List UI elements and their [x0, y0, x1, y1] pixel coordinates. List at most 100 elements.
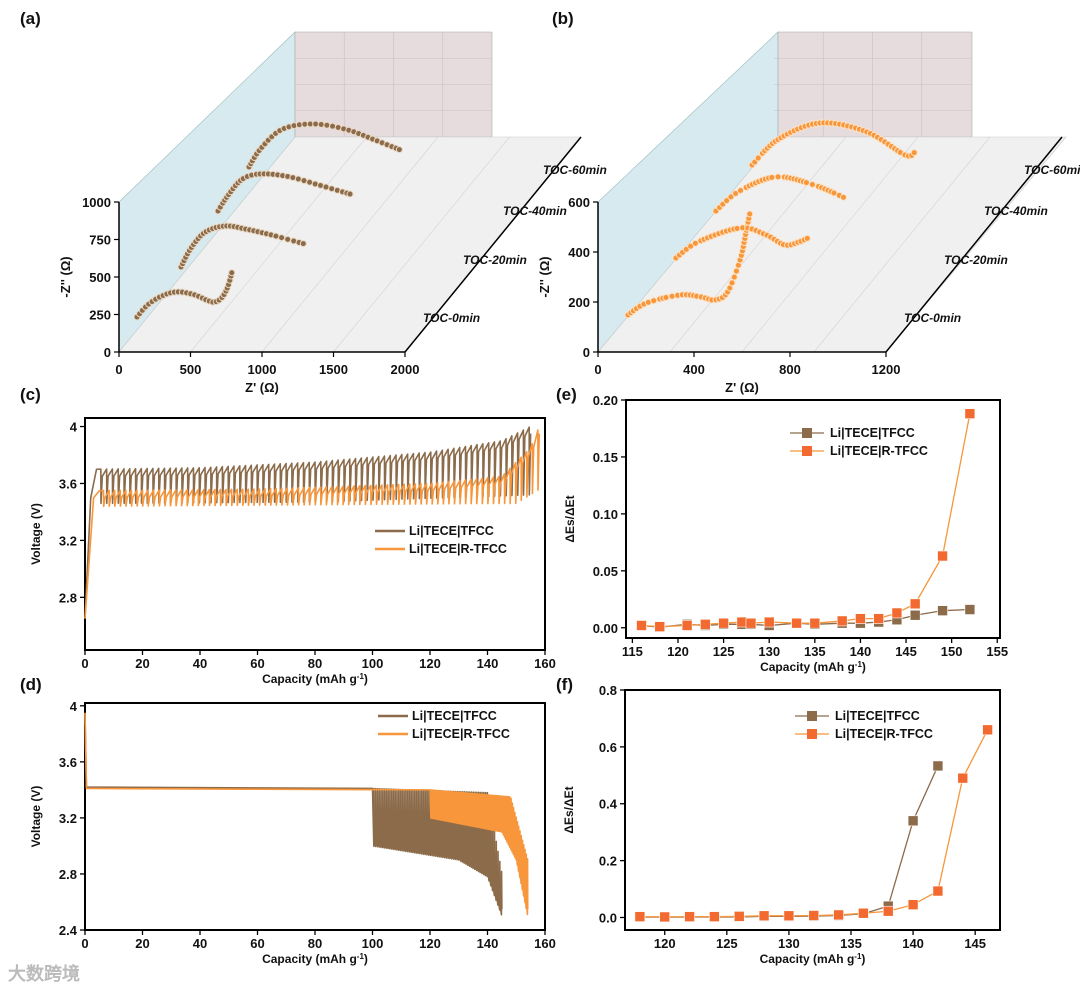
data-point — [395, 146, 403, 154]
x-tick-label: 145 — [964, 936, 986, 951]
data-point — [272, 232, 280, 240]
x-tick-label: 145 — [895, 644, 917, 659]
panel-label: (d) — [20, 675, 42, 694]
x-tick-label: 60 — [250, 936, 264, 951]
data-point — [730, 273, 738, 281]
data-point — [317, 120, 325, 128]
legend-label: Li|TECE|TFCC — [409, 524, 494, 538]
x-tick-label: 120 — [419, 936, 441, 951]
x-axis-title-superscript: -1 — [854, 952, 862, 961]
x-tick-label: 120 — [419, 656, 441, 671]
floor-gridline — [333, 136, 510, 353]
y-tick-label: 3.2 — [59, 533, 77, 548]
data-point — [737, 187, 745, 195]
y-tick-label: 0 — [104, 345, 111, 360]
data-point — [662, 294, 670, 302]
series-label: TOC-60min — [543, 163, 607, 177]
data-point — [732, 267, 740, 275]
x-tick-label: 1200 — [872, 362, 901, 377]
data-point — [634, 911, 646, 922]
series-line-tfcc — [84, 426, 532, 619]
y-tick-label: 3.6 — [59, 476, 77, 491]
data-point — [808, 910, 820, 921]
data-point — [783, 910, 795, 922]
x-tick-label: 130 — [778, 936, 800, 951]
legend-label: Li|TECE|TFCC — [835, 709, 920, 723]
series-label: TOC-40min — [984, 204, 1048, 218]
depth-axis — [404, 136, 582, 353]
panel-label: (c) — [20, 385, 41, 404]
data-point — [718, 617, 729, 629]
plot-frame — [625, 399, 1001, 639]
data-point — [982, 724, 993, 736]
data-point — [736, 616, 748, 628]
legend-marker — [807, 711, 817, 721]
x-tick-label: 155 — [986, 644, 1008, 659]
data-point — [858, 907, 869, 919]
data-point — [910, 149, 918, 157]
legend-label: Li|TECE|R-TFCC — [835, 727, 933, 741]
x-tick-label: 160 — [534, 936, 556, 951]
x-tick-label: 0 — [81, 936, 88, 951]
legend-label: Li|TECE|R-TFCC — [830, 444, 928, 458]
data-point — [732, 190, 740, 198]
y-tick-label: 0.4 — [599, 797, 618, 812]
series-TOC-60min — [245, 120, 403, 171]
series-TOC-60min — [748, 119, 918, 169]
panel-label: (e) — [556, 385, 577, 404]
series-label: TOC-60min — [1024, 163, 1080, 177]
data-point — [636, 620, 647, 631]
y-tick-label: 400 — [568, 245, 590, 260]
y-axis-title: ΔEs/ΔEt — [562, 786, 576, 833]
y-tick-label: 0.2 — [599, 854, 617, 869]
data-point — [937, 605, 948, 616]
x-tick-label: 0 — [115, 362, 122, 377]
series-TOC-40min — [712, 173, 847, 215]
data-point — [809, 617, 821, 629]
series-line-r-tfcc — [84, 429, 541, 619]
chart-f: (f) 120 125 130 135 140 145 0.0 0.2 0.4 0.6 0.8 Capa… — [556, 675, 1001, 967]
x-tick-label: 135 — [804, 644, 826, 659]
x-axis-title: Capacity (mAh g-1) — [760, 952, 866, 967]
legend-marker — [802, 446, 812, 456]
data-point — [709, 911, 720, 922]
x-tick-label: 100 — [362, 936, 384, 951]
legend-marker — [807, 729, 817, 739]
data-point — [882, 905, 894, 917]
data-point — [964, 604, 976, 615]
x-tick-label: 130 — [758, 644, 780, 659]
x-tick-label: 120 — [654, 936, 676, 951]
y-axis-title: ΔEs/ΔEt — [563, 495, 577, 542]
data-point — [907, 815, 919, 827]
y-tick-label: 0.10 — [593, 507, 618, 522]
y-tick-label: 0.6 — [599, 740, 617, 755]
series-line-tfcc — [639, 765, 939, 918]
x-axis-title-superscript: -1 — [357, 672, 365, 681]
legend-label: Li|TECE|TFCC — [412, 709, 497, 723]
x-tick-label: 80 — [308, 936, 322, 951]
data-point — [957, 772, 969, 784]
data-point — [300, 177, 308, 185]
data-point — [937, 550, 948, 562]
legend-label: Li|TECE|R-TFCC — [409, 542, 507, 556]
panel-label: (a) — [20, 9, 41, 28]
x-tick-label: 800 — [779, 362, 801, 377]
data-point — [791, 617, 802, 629]
floor-gridline — [741, 136, 919, 353]
panel-label: (f) — [556, 675, 573, 694]
x-tick-label: 20 — [135, 936, 149, 951]
data-point — [684, 911, 695, 922]
data-point — [768, 173, 776, 181]
data-point — [932, 885, 944, 897]
data-point — [727, 193, 735, 201]
y-tick-label: 0.8 — [599, 683, 617, 698]
y-tick-label: 3.6 — [59, 755, 77, 770]
data-point — [803, 234, 811, 242]
y-tick-label: 0.15 — [593, 450, 618, 465]
x-axis-title: Capacity (mAh g-1) — [262, 952, 368, 967]
data-point — [774, 173, 782, 181]
x-tick-label: 20 — [135, 656, 149, 671]
y-tick-label: 3.2 — [59, 811, 77, 826]
x-tick-label: 0 — [81, 656, 88, 671]
